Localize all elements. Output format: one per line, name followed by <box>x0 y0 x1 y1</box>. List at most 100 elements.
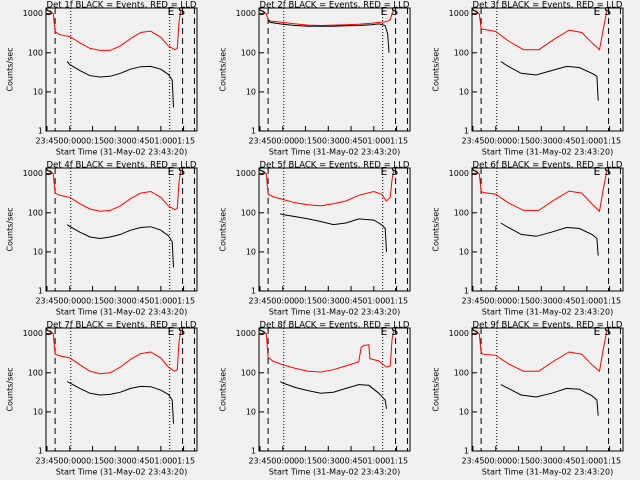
x-tick-label: 23:45 <box>461 137 484 146</box>
x-tick-label: 00:30 <box>317 457 340 466</box>
y-tick-label: 10 <box>33 87 43 96</box>
series-line <box>500 384 599 416</box>
y-tick-label: 1 <box>251 287 256 296</box>
flag-label: S <box>178 5 185 18</box>
flag-label: S <box>259 325 266 338</box>
x-tick-label: 00:45 <box>553 137 576 146</box>
x-tick-label: 00:15 <box>507 297 530 306</box>
x-tick-label: 01:00 <box>575 457 598 466</box>
x-tick-label: 00:15 <box>294 137 317 146</box>
series-line <box>471 328 608 373</box>
flag-label: S <box>391 165 398 178</box>
x-tick-label: 00:45 <box>553 457 576 466</box>
flag-label: S <box>46 5 53 18</box>
x-tick-label: 01:15 <box>598 457 621 466</box>
x-axis-label: Start Time (31-May-02 23:43:20) <box>269 468 400 477</box>
series-line <box>258 168 395 207</box>
x-tick-label: 01:00 <box>362 297 385 306</box>
flag-label: S <box>604 165 611 178</box>
flag-label: E <box>167 325 174 338</box>
y-tick-label: 10 <box>33 247 43 256</box>
y-tick-label: 1 <box>251 127 256 136</box>
y-tick-label: 100 <box>454 48 469 57</box>
x-tick-label: 01:00 <box>362 137 385 146</box>
x-tick-label: 00:30 <box>317 137 340 146</box>
y-axis-label: Counts/sec <box>219 47 228 91</box>
y-tick-label: 1 <box>38 127 43 136</box>
plot-frame <box>258 7 411 132</box>
x-axis-label: Start Time (31-May-02 23:43:20) <box>482 308 613 317</box>
chart-title: Det 3f BLACK = Events, RED = LLD <box>473 1 623 11</box>
plot-frame <box>45 7 198 132</box>
x-tick-label: 01:00 <box>575 297 598 306</box>
y-tick-label: 10 <box>459 407 469 416</box>
x-tick-label: 00:15 <box>507 457 530 466</box>
flag-label: S <box>472 325 479 338</box>
x-tick-label: 00:30 <box>104 137 127 146</box>
x-tick-label: 23:45 <box>35 457 58 466</box>
y-tick-label: 1 <box>464 287 469 296</box>
y-tick-label: 1 <box>464 447 469 456</box>
x-tick-label: 00:45 <box>553 297 576 306</box>
x-tick-label: 00:15 <box>81 457 104 466</box>
series-line <box>500 222 599 256</box>
y-tick-label: 1000 <box>236 9 256 18</box>
x-tick-label: 23:45 <box>248 457 271 466</box>
plot-frame <box>471 327 624 452</box>
chart-title: Det 1f BLACK = Events, RED = LLD <box>47 1 197 11</box>
flag-label: S <box>259 5 266 18</box>
x-tick-label: 01:15 <box>385 297 408 306</box>
x-tick-label: 00:30 <box>530 137 553 146</box>
x-tick-label: 00:30 <box>104 297 127 306</box>
y-tick-label: 1000 <box>449 169 469 178</box>
flag-label: S <box>391 325 398 338</box>
x-tick-label: 23:45 <box>248 137 271 146</box>
x-tick-label: 01:00 <box>149 457 172 466</box>
flag-label: E <box>593 5 600 18</box>
x-tick-label: 23:45 <box>461 297 484 306</box>
y-tick-label: 10 <box>246 247 256 256</box>
x-tick-label: 00:30 <box>317 297 340 306</box>
chart-title: Det 5f BLACK = Events, RED = LLD <box>260 161 410 171</box>
x-tick-label: 00:00 <box>484 137 507 146</box>
x-tick-label: 01:15 <box>172 137 195 146</box>
flag-label: S <box>472 165 479 178</box>
x-tick-label: 00:45 <box>340 457 363 466</box>
y-tick-label: 100 <box>454 208 469 217</box>
x-tick-label: 00:30 <box>104 457 127 466</box>
x-tick-label: 00:30 <box>530 297 553 306</box>
y-tick-label: 1 <box>38 447 43 456</box>
x-tick-label: 00:00 <box>271 137 294 146</box>
flag-label: E <box>380 165 387 178</box>
x-axis-label: Start Time (31-May-02 23:43:20) <box>269 308 400 317</box>
x-tick-label: 00:45 <box>127 297 150 306</box>
x-tick-label: 00:15 <box>294 297 317 306</box>
series-line <box>471 8 608 51</box>
x-tick-label: 00:00 <box>58 457 81 466</box>
y-tick-label: 10 <box>246 407 256 416</box>
x-tick-label: 00:00 <box>484 457 507 466</box>
x-axis-label: Start Time (31-May-02 23:43:20) <box>56 468 187 477</box>
y-tick-label: 10 <box>459 247 469 256</box>
x-tick-label: 00:00 <box>58 137 81 146</box>
y-tick-label: 100 <box>241 368 256 377</box>
x-tick-label: 01:15 <box>598 297 621 306</box>
x-axis-label: Start Time (31-May-02 23:43:20) <box>482 468 613 477</box>
series-line <box>279 381 387 409</box>
flag-label: S <box>391 5 398 18</box>
flag-label: S <box>259 165 266 178</box>
y-axis-label: Counts/sec <box>6 207 15 251</box>
plot-frame <box>258 167 411 292</box>
y-axis-label: Counts/sec <box>219 367 228 411</box>
series-line <box>45 328 182 375</box>
plot-frame <box>258 327 411 452</box>
x-tick-label: 01:15 <box>385 457 408 466</box>
x-tick-label: 01:15 <box>172 457 195 466</box>
x-tick-label: 00:45 <box>340 297 363 306</box>
y-tick-label: 1000 <box>236 329 256 338</box>
flag-label: S <box>46 165 53 178</box>
x-axis-label: Start Time (31-May-02 23:43:20) <box>56 308 187 317</box>
series-line <box>280 213 387 252</box>
